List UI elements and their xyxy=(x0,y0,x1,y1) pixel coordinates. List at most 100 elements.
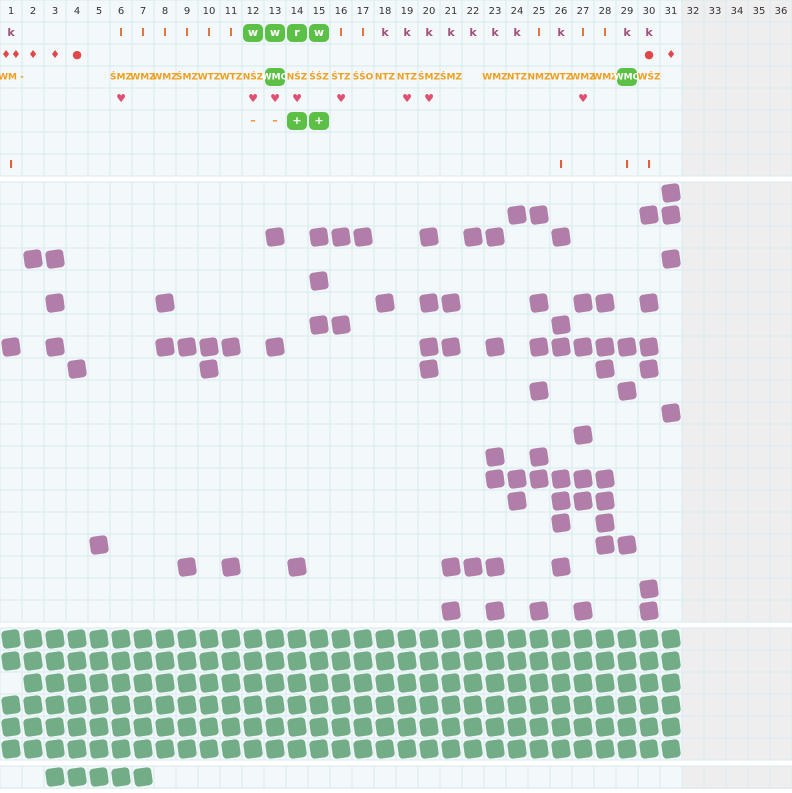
cell-block xyxy=(45,337,65,357)
column-number: 29 xyxy=(621,6,634,17)
cell-block xyxy=(177,337,197,357)
cell-block xyxy=(441,629,461,649)
cell-block xyxy=(287,651,307,671)
cell-block xyxy=(551,227,571,247)
cell-block xyxy=(265,629,285,649)
cell-block xyxy=(397,629,417,649)
cell-block xyxy=(507,469,527,489)
cell-label: l xyxy=(361,26,365,39)
cell-block xyxy=(375,629,395,649)
cell-block xyxy=(595,629,615,649)
cell-label: ♦ xyxy=(28,48,38,61)
column-number: 28 xyxy=(599,6,612,17)
cell-block xyxy=(309,739,329,759)
cell-block xyxy=(595,535,615,555)
cell-block xyxy=(45,695,65,715)
column-number: 18 xyxy=(379,6,392,17)
cell-block xyxy=(397,673,417,693)
cell-block xyxy=(89,695,109,715)
cell-label: l xyxy=(207,26,211,39)
cell-block xyxy=(441,695,461,715)
cell-block xyxy=(331,315,351,335)
cell-block xyxy=(661,739,681,759)
cell-block xyxy=(243,673,263,693)
cell-block xyxy=(485,739,505,759)
column-number: 27 xyxy=(577,6,590,17)
cell-block xyxy=(133,717,153,737)
column-number: 7 xyxy=(140,6,146,17)
cell-block xyxy=(551,717,571,737)
cell-label: k xyxy=(403,26,411,39)
cell-block xyxy=(573,469,593,489)
cell-block xyxy=(507,629,527,649)
cell-block xyxy=(419,695,439,715)
column-number: 25 xyxy=(533,6,546,17)
cell-block xyxy=(111,739,131,759)
cell-block xyxy=(265,717,285,737)
cell-block xyxy=(463,695,483,715)
cell-block xyxy=(463,557,483,577)
column-number: 16 xyxy=(335,6,348,17)
cell-block xyxy=(529,651,549,671)
cell-block xyxy=(353,695,373,715)
cell-block xyxy=(133,695,153,715)
cell-label: I xyxy=(559,158,563,171)
cell-block xyxy=(463,739,483,759)
cell-block xyxy=(507,651,527,671)
cell-block xyxy=(595,739,615,759)
cell-block xyxy=(331,651,351,671)
highlight xyxy=(309,112,329,130)
highlight xyxy=(309,24,329,42)
cell-label: ŚTZ xyxy=(331,71,351,83)
column-number: 12 xyxy=(247,6,260,17)
cell-block xyxy=(661,695,681,715)
cell-block xyxy=(419,293,439,313)
cell-label: WTZ xyxy=(220,73,243,83)
cell-block xyxy=(155,651,175,671)
cell-block xyxy=(419,739,439,759)
cell-label: k xyxy=(645,26,653,39)
cell-block xyxy=(265,337,285,357)
cell-label: WŚZ xyxy=(638,71,661,83)
cell-block xyxy=(221,739,241,759)
cell-block xyxy=(573,739,593,759)
cell-block xyxy=(375,293,395,313)
cell-block xyxy=(639,739,659,759)
cell-block xyxy=(529,469,549,489)
cell-block xyxy=(529,293,549,313)
cell-block xyxy=(111,767,131,787)
highlight xyxy=(265,24,285,42)
cell-block xyxy=(353,739,373,759)
cell-block xyxy=(639,651,659,671)
cell-block xyxy=(221,695,241,715)
cell-block xyxy=(287,695,307,715)
cell-block xyxy=(155,673,175,693)
cell-block xyxy=(199,739,219,759)
cell-block xyxy=(529,205,549,225)
cell-block xyxy=(309,651,329,671)
cell-label: ● xyxy=(644,48,654,61)
cell-block xyxy=(441,293,461,313)
cell-block xyxy=(375,717,395,737)
cell-block xyxy=(529,337,549,357)
highlight xyxy=(265,68,285,86)
cell-block xyxy=(661,717,681,737)
cell-block xyxy=(397,695,417,715)
cell-block xyxy=(419,717,439,737)
column-number: 11 xyxy=(225,6,238,17)
cell-block xyxy=(155,293,175,313)
cell-block xyxy=(639,205,659,225)
cell-block xyxy=(353,629,373,649)
cell-block xyxy=(595,469,615,489)
column-number: 9 xyxy=(184,6,190,17)
cell-block xyxy=(133,651,153,671)
cell-block xyxy=(23,717,43,737)
cell-block xyxy=(551,491,571,511)
cell-block xyxy=(441,601,461,621)
cell-block xyxy=(551,651,571,671)
cell-block xyxy=(573,601,593,621)
cell-block xyxy=(243,717,263,737)
column-number: 35 xyxy=(753,6,766,17)
cell-block xyxy=(661,629,681,649)
cell-block xyxy=(221,673,241,693)
